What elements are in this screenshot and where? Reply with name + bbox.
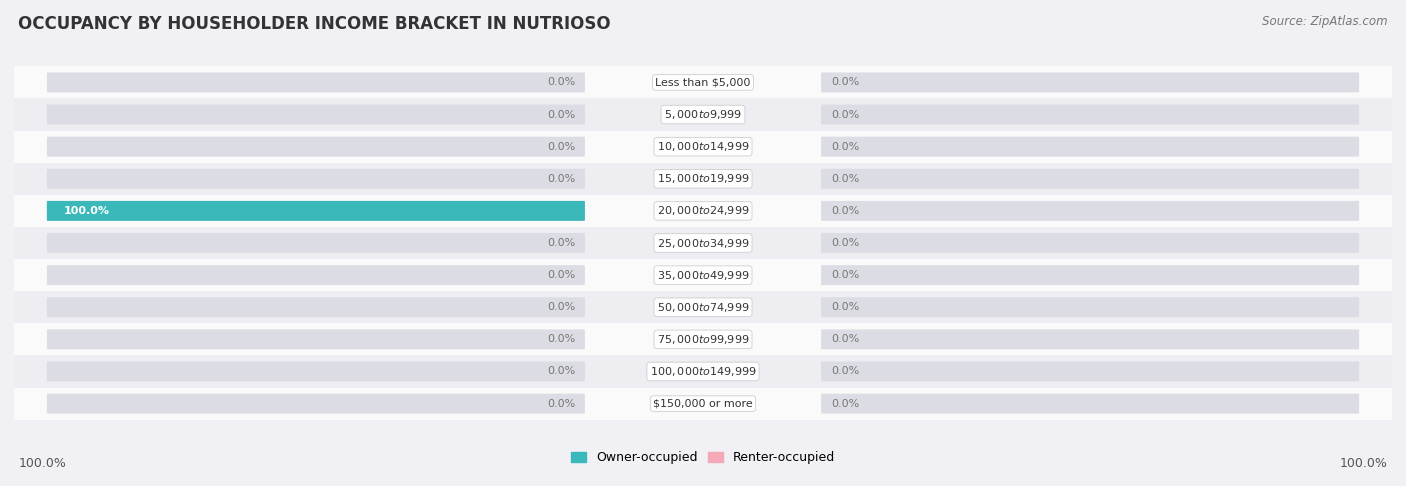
FancyBboxPatch shape <box>821 104 1360 124</box>
Text: 0.0%: 0.0% <box>831 238 859 248</box>
Text: OCCUPANCY BY HOUSEHOLDER INCOME BRACKET IN NUTRIOSO: OCCUPANCY BY HOUSEHOLDER INCOME BRACKET … <box>18 15 610 33</box>
FancyBboxPatch shape <box>821 201 1360 221</box>
Text: 0.0%: 0.0% <box>831 174 859 184</box>
FancyBboxPatch shape <box>821 169 1360 189</box>
FancyBboxPatch shape <box>821 362 1360 382</box>
FancyBboxPatch shape <box>14 163 1392 195</box>
Text: 0.0%: 0.0% <box>547 109 575 120</box>
FancyBboxPatch shape <box>14 291 1392 323</box>
FancyBboxPatch shape <box>821 297 1360 317</box>
Text: 0.0%: 0.0% <box>547 141 575 152</box>
Text: 0.0%: 0.0% <box>547 366 575 377</box>
FancyBboxPatch shape <box>46 169 585 189</box>
FancyBboxPatch shape <box>14 67 1392 99</box>
Text: $20,000 to $24,999: $20,000 to $24,999 <box>657 205 749 217</box>
FancyBboxPatch shape <box>14 131 1392 163</box>
FancyBboxPatch shape <box>821 265 1360 285</box>
Text: 0.0%: 0.0% <box>831 141 859 152</box>
Text: $75,000 to $99,999: $75,000 to $99,999 <box>657 333 749 346</box>
Text: 0.0%: 0.0% <box>831 302 859 312</box>
FancyBboxPatch shape <box>46 394 585 414</box>
Text: 0.0%: 0.0% <box>547 399 575 409</box>
FancyBboxPatch shape <box>821 394 1360 414</box>
FancyBboxPatch shape <box>46 297 585 317</box>
Text: 0.0%: 0.0% <box>547 174 575 184</box>
Text: $150,000 or more: $150,000 or more <box>654 399 752 409</box>
FancyBboxPatch shape <box>14 99 1392 131</box>
Text: 0.0%: 0.0% <box>547 238 575 248</box>
FancyBboxPatch shape <box>46 330 585 349</box>
Text: 0.0%: 0.0% <box>831 334 859 345</box>
Text: 0.0%: 0.0% <box>831 366 859 377</box>
Text: $15,000 to $19,999: $15,000 to $19,999 <box>657 172 749 185</box>
Text: $10,000 to $14,999: $10,000 to $14,999 <box>657 140 749 153</box>
FancyBboxPatch shape <box>46 201 585 221</box>
Text: 100.0%: 100.0% <box>18 457 66 470</box>
FancyBboxPatch shape <box>14 323 1392 355</box>
Text: $25,000 to $34,999: $25,000 to $34,999 <box>657 237 749 249</box>
FancyBboxPatch shape <box>14 195 1392 227</box>
Text: 0.0%: 0.0% <box>831 206 859 216</box>
FancyBboxPatch shape <box>46 72 585 92</box>
Text: 0.0%: 0.0% <box>831 77 859 87</box>
Text: $35,000 to $49,999: $35,000 to $49,999 <box>657 269 749 281</box>
Text: Less than $5,000: Less than $5,000 <box>655 77 751 87</box>
Text: 0.0%: 0.0% <box>831 399 859 409</box>
FancyBboxPatch shape <box>821 72 1360 92</box>
Text: $50,000 to $74,999: $50,000 to $74,999 <box>657 301 749 314</box>
Text: Source: ZipAtlas.com: Source: ZipAtlas.com <box>1263 15 1388 28</box>
Text: 0.0%: 0.0% <box>831 270 859 280</box>
FancyBboxPatch shape <box>14 387 1392 419</box>
Text: 100.0%: 100.0% <box>1340 457 1388 470</box>
FancyBboxPatch shape <box>46 137 585 156</box>
Text: 0.0%: 0.0% <box>547 334 575 345</box>
FancyBboxPatch shape <box>46 362 585 382</box>
FancyBboxPatch shape <box>821 137 1360 156</box>
FancyBboxPatch shape <box>46 201 585 221</box>
Text: 0.0%: 0.0% <box>547 77 575 87</box>
Legend: Owner-occupied, Renter-occupied: Owner-occupied, Renter-occupied <box>567 447 839 469</box>
FancyBboxPatch shape <box>14 227 1392 259</box>
FancyBboxPatch shape <box>821 330 1360 349</box>
FancyBboxPatch shape <box>821 233 1360 253</box>
Text: 0.0%: 0.0% <box>547 270 575 280</box>
FancyBboxPatch shape <box>14 355 1392 387</box>
Text: 0.0%: 0.0% <box>547 302 575 312</box>
FancyBboxPatch shape <box>46 265 585 285</box>
Text: 0.0%: 0.0% <box>831 109 859 120</box>
Text: $100,000 to $149,999: $100,000 to $149,999 <box>650 365 756 378</box>
FancyBboxPatch shape <box>14 259 1392 291</box>
FancyBboxPatch shape <box>46 104 585 124</box>
FancyBboxPatch shape <box>46 233 585 253</box>
Text: 100.0%: 100.0% <box>63 206 110 216</box>
Text: $5,000 to $9,999: $5,000 to $9,999 <box>664 108 742 121</box>
